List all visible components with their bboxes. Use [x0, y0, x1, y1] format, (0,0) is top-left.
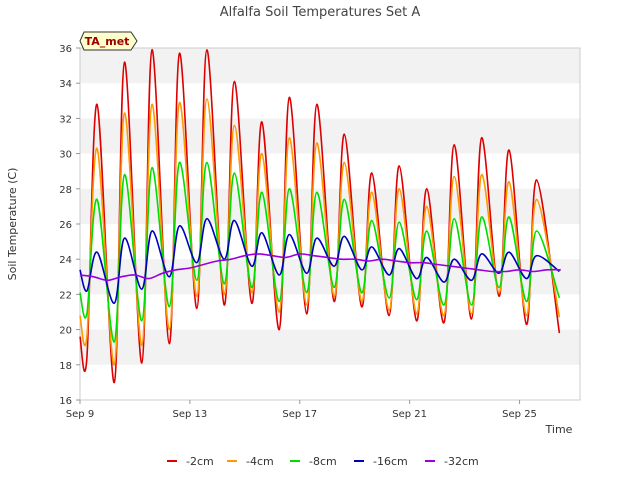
- series-lines: [79, 48, 561, 384]
- grid-band: [80, 48, 580, 84]
- ta-met-badge: TA_met: [79, 31, 138, 51]
- badge-label: TA_met: [85, 35, 130, 48]
- grid-bands: [80, 48, 580, 365]
- legend-item: -4cm: [227, 455, 274, 468]
- legend-label: -2cm: [186, 455, 214, 468]
- badge-box: [79, 31, 138, 51]
- legend-label: -4cm: [246, 455, 274, 468]
- legend-label: -8cm: [309, 455, 337, 468]
- x-tick-label: Sep 13: [173, 409, 208, 420]
- grid-band: [80, 118, 580, 154]
- x-axis-label: Time: [545, 423, 573, 436]
- y-tick-label: 18: [59, 361, 72, 372]
- grid-band: [80, 188, 580, 224]
- y-tick-label: 26: [59, 220, 72, 231]
- series-line-minus-16cm: [79, 217, 560, 305]
- y-tick-label: 28: [59, 185, 72, 196]
- y-tick-label: 24: [59, 255, 72, 266]
- x-tick-label: Sep 17: [282, 409, 317, 420]
- series-line-minus-32cm: [79, 253, 561, 282]
- y-tick-label: 34: [59, 79, 72, 90]
- legend-item: -32cm: [425, 455, 479, 468]
- legend-item: -8cm: [290, 455, 337, 468]
- x-axis-ticks: Sep 9 Sep 13 Sep 17 Sep 21 Sep 25: [66, 400, 537, 420]
- y-axis-ticks: 16 18 20 22 24 26 28 30 32 34 36: [59, 44, 80, 407]
- y-tick-label: 32: [59, 114, 72, 125]
- legend-label: -32cm: [444, 455, 479, 468]
- legend-item: -16cm: [354, 455, 408, 468]
- legend: -2cm -4cm -8cm -16cm -32cm: [167, 455, 479, 468]
- legend-label: -16cm: [373, 455, 408, 468]
- y-tick-label: 22: [59, 290, 72, 301]
- x-tick-label: Sep 25: [502, 409, 537, 420]
- y-tick-label: 36: [59, 44, 72, 55]
- chart-title: Alfalfa Soil Temperatures Set A: [220, 5, 421, 20]
- y-tick-label: 20: [59, 326, 72, 337]
- x-tick-label: Sep 21: [392, 409, 427, 420]
- grid-band: [80, 329, 580, 365]
- y-tick-label: 30: [59, 150, 72, 161]
- y-tick-label: 16: [59, 396, 72, 407]
- legend-item: -2cm: [167, 455, 214, 468]
- x-tick-label: Sep 9: [66, 409, 94, 420]
- y-axis-label: Soil Temperature (C): [6, 168, 19, 281]
